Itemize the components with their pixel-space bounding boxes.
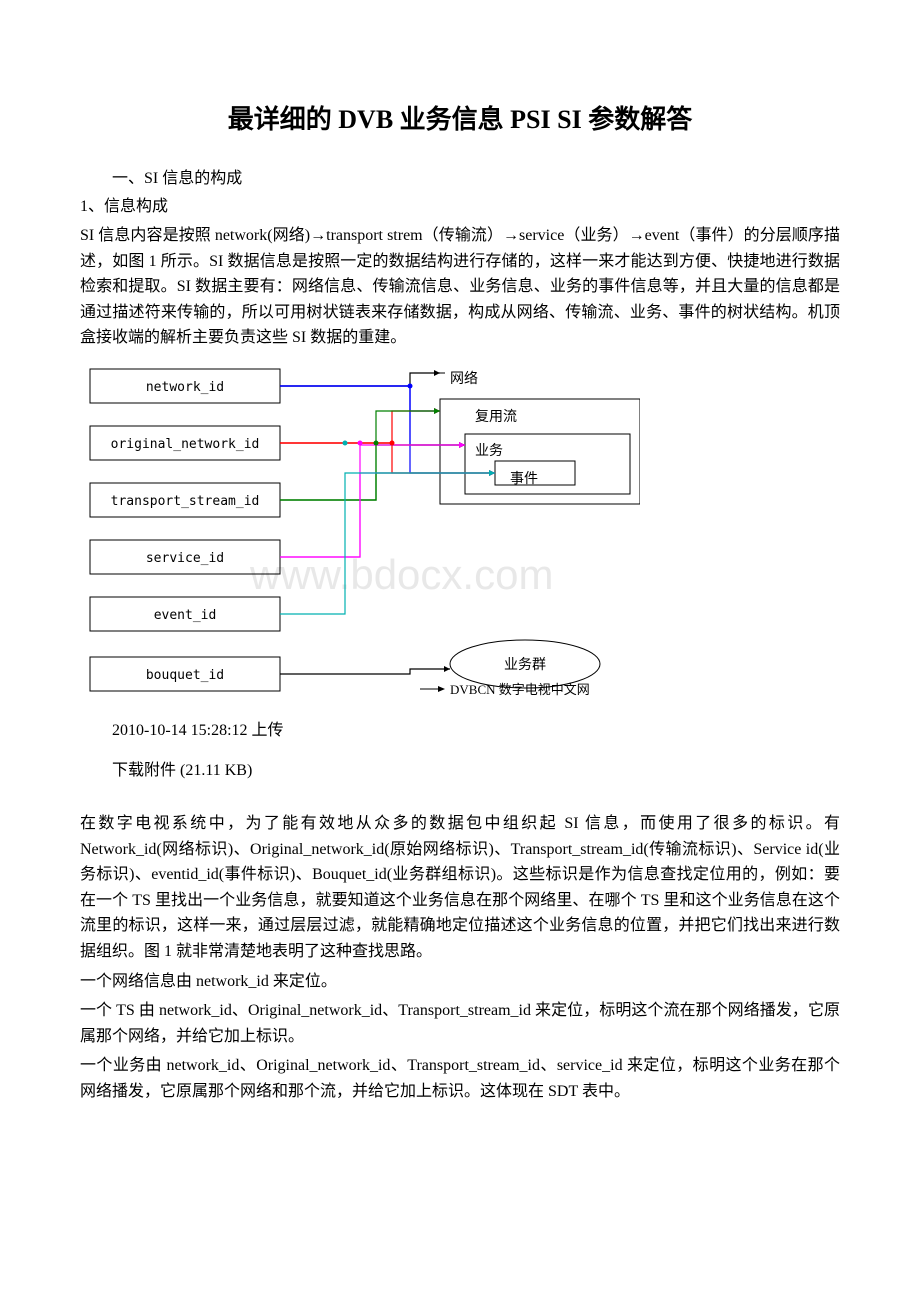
svg-text:www.bdocx.com: www.bdocx.com — [249, 551, 553, 598]
sub-section-header: 1、信息构成 — [80, 195, 840, 219]
section-header: 一、SI 信息的构成 — [80, 167, 840, 191]
svg-text:original_network_id: original_network_id — [111, 437, 260, 452]
svg-text:事件: 事件 — [510, 471, 538, 487]
svg-text:transport_stream_id: transport_stream_id — [111, 494, 260, 509]
paragraph-4: 一个 TS 由 network_id、Original_network_id、T… — [80, 998, 840, 1049]
svg-text:bouquet_id: bouquet_id — [146, 668, 224, 683]
paragraph-3: 一个网络信息由 network_id 来定位。 — [80, 969, 840, 995]
svg-text:network_id: network_id — [146, 380, 224, 395]
svg-text:业务群: 业务群 — [504, 657, 546, 673]
svg-text:复用流: 复用流 — [475, 408, 517, 425]
page-title: 最详细的 DVB 业务信息 PSI SI 参数解答 — [80, 100, 840, 139]
paragraph-1: SI 信息内容是按照 network(网络)→transport strem（传… — [80, 223, 840, 351]
svg-text:DVBCN 数字电视中文网: DVBCN 数字电视中文网 — [450, 682, 590, 697]
svg-text:event_id: event_id — [154, 608, 217, 623]
si-structure-diagram: www.bdocx.com network_id original_network_… — [80, 359, 840, 707]
diagram-svg: www.bdocx.com network_id original_network_… — [80, 359, 640, 699]
upload-timestamp: 2010-10-14 15:28:12 上传 — [80, 719, 840, 743]
svg-text:业务: 业务 — [475, 443, 503, 459]
svg-text:网络: 网络 — [450, 371, 478, 387]
paragraph-2: 在数字电视系统中，为了能有效地从众多的数据包中组织起 SI 信息，而使用了很多的… — [80, 811, 840, 965]
download-attachment-link[interactable]: 下载附件 (21.11 KB) — [80, 759, 840, 783]
svg-text:service_id: service_id — [146, 551, 224, 566]
paragraph-5: 一个业务由 network_id、Original_network_id、Tra… — [80, 1053, 840, 1104]
